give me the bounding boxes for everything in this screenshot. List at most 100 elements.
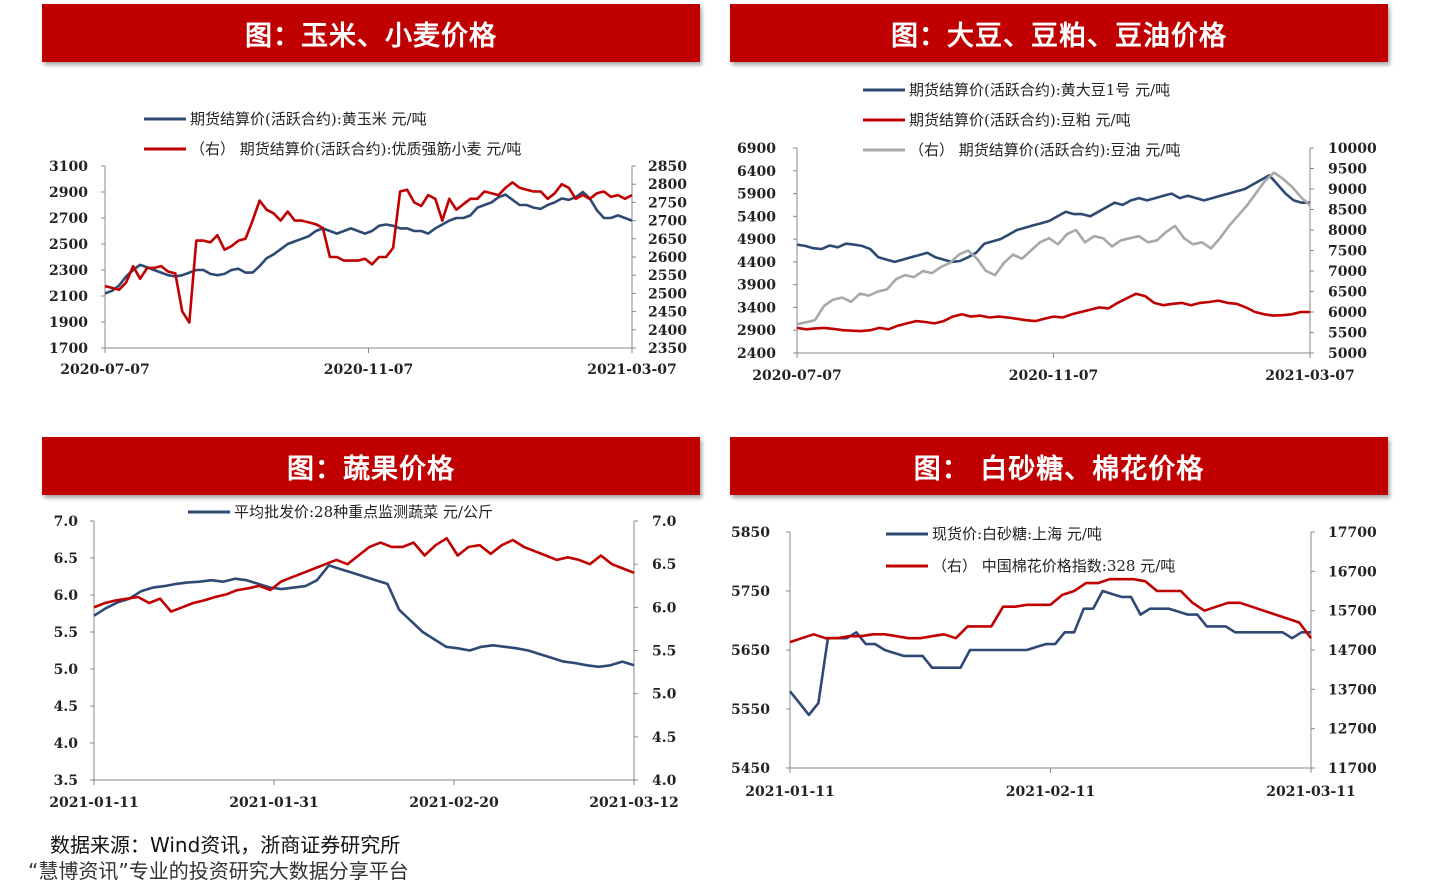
left-tick-label: 5900 bbox=[737, 187, 776, 203]
legend-label-0: 平均批发价:28种重点监测蔬菜 元/公斤 bbox=[234, 503, 493, 521]
legend-label-1: （右） 中国棉花价格指数:328 元/吨 bbox=[932, 557, 1175, 575]
series-line-1 bbox=[796, 292, 1310, 333]
panel-title-vegetables: 图：蔬果价格 bbox=[42, 437, 700, 495]
panel-title-corn-wheat: 图：玉米、小麦价格 bbox=[42, 4, 700, 62]
left-tick-label: 5400 bbox=[737, 209, 776, 225]
right-tick-label: 2850 bbox=[648, 159, 687, 175]
series-line-1 bbox=[93, 536, 635, 613]
right-tick-label: 10000 bbox=[1328, 141, 1377, 157]
right-tick-label: 2400 bbox=[648, 323, 687, 339]
left-tick-label: 5550 bbox=[731, 702, 770, 718]
x-tick-label: 2021-01-31 bbox=[229, 795, 319, 811]
x-tick-label: 2021-03-11 bbox=[1266, 784, 1356, 800]
left-tick-label: 6.0 bbox=[54, 588, 79, 604]
right-tick-label: 8000 bbox=[1328, 223, 1367, 239]
right-tick-label: 8500 bbox=[1328, 203, 1367, 219]
left-tick-label: 2100 bbox=[49, 289, 88, 305]
x-tick-label: 2021-03-07 bbox=[587, 362, 677, 378]
left-tick-label: 6900 bbox=[737, 141, 776, 157]
right-tick-label: 5.5 bbox=[652, 644, 676, 660]
x-tick-label: 2021-02-20 bbox=[409, 795, 499, 811]
x-tick-label: 2020-07-07 bbox=[60, 362, 150, 378]
right-tick-label: 2650 bbox=[648, 232, 687, 248]
right-tick-label: 7.0 bbox=[652, 514, 677, 530]
right-tick-label: 6000 bbox=[1328, 305, 1367, 321]
right-tick-label: 5500 bbox=[1328, 326, 1367, 342]
panel-title-soy: 图：大豆、豆粕、豆油价格 bbox=[730, 4, 1388, 62]
left-tick-label: 4.5 bbox=[54, 699, 78, 715]
right-tick-label: 5.0 bbox=[652, 687, 677, 703]
x-tick-label: 2020-11-07 bbox=[324, 362, 414, 378]
left-tick-label: 3.5 bbox=[54, 773, 78, 789]
x-tick-label: 2020-07-07 bbox=[752, 368, 842, 384]
left-tick-label: 5.5 bbox=[54, 625, 78, 641]
x-tick-label: 2021-03-12 bbox=[589, 795, 679, 811]
x-tick-label: 2021-01-11 bbox=[745, 784, 835, 800]
right-tick-label: 2500 bbox=[648, 286, 687, 302]
right-tick-label: 6500 bbox=[1328, 285, 1367, 301]
left-tick-label: 2900 bbox=[737, 323, 776, 339]
left-tick-label: 3400 bbox=[737, 300, 776, 316]
left-tick-label: 5850 bbox=[731, 525, 770, 541]
left-tick-label: 6.5 bbox=[54, 551, 78, 567]
right-tick-label: 7000 bbox=[1328, 264, 1367, 280]
legend-label-2: （右） 期货结算价(活跃合约):豆油 元/吨 bbox=[909, 141, 1180, 159]
right-tick-label: 13700 bbox=[1328, 682, 1377, 698]
legend-label-1: （右） 期货结算价(活跃合约):优质强筋小麦 元/吨 bbox=[190, 140, 521, 158]
left-tick-label: 6400 bbox=[737, 164, 776, 180]
right-tick-label: 7500 bbox=[1328, 244, 1367, 260]
legend-label-0: 期货结算价(活跃合约):黄玉米 元/吨 bbox=[190, 110, 427, 128]
right-tick-label: 2550 bbox=[648, 268, 687, 284]
right-tick-label: 2350 bbox=[648, 341, 687, 357]
panel-title-sugar-cotton: 图： 白砂糖、棉花价格 bbox=[730, 437, 1388, 495]
left-tick-label: 7.0 bbox=[54, 514, 79, 530]
right-tick-label: 15700 bbox=[1328, 604, 1377, 620]
x-tick-label: 2020-11-07 bbox=[1009, 368, 1099, 384]
right-tick-label: 16700 bbox=[1328, 564, 1377, 580]
legend-label-0: 期货结算价(活跃合约):黄大豆1号 元/吨 bbox=[909, 81, 1170, 99]
left-tick-label: 4400 bbox=[737, 255, 776, 271]
right-tick-label: 4.0 bbox=[652, 773, 677, 789]
series-line-1 bbox=[789, 577, 1313, 644]
right-tick-label: 2600 bbox=[648, 250, 687, 266]
right-tick-label: 6.5 bbox=[652, 557, 676, 573]
right-tick-label: 2800 bbox=[648, 177, 687, 193]
series-line-2 bbox=[796, 171, 1311, 326]
right-tick-label: 6.0 bbox=[652, 600, 677, 616]
left-tick-label: 2500 bbox=[49, 237, 88, 253]
right-tick-label: 17700 bbox=[1328, 525, 1377, 541]
right-tick-label: 2450 bbox=[648, 305, 687, 321]
right-tick-label: 5000 bbox=[1328, 346, 1367, 362]
series-line-0 bbox=[788, 589, 1311, 717]
right-tick-label: 14700 bbox=[1328, 643, 1377, 659]
brand-footer: “慧博资讯”专业的投资研究大数据分享平台 bbox=[28, 859, 409, 883]
right-tick-label: 2700 bbox=[648, 214, 687, 230]
right-tick-label: 9000 bbox=[1328, 182, 1367, 198]
right-tick-label: 4.5 bbox=[652, 730, 676, 746]
left-tick-label: 4900 bbox=[737, 232, 776, 248]
series-line-1 bbox=[104, 181, 633, 324]
left-tick-label: 2300 bbox=[49, 263, 88, 279]
left-tick-label: 2700 bbox=[49, 211, 88, 227]
right-tick-label: 9500 bbox=[1328, 162, 1367, 178]
right-tick-label: 11700 bbox=[1328, 761, 1377, 777]
x-tick-label: 2021-01-11 bbox=[49, 795, 139, 811]
left-tick-label: 2900 bbox=[49, 185, 88, 201]
left-tick-label: 5650 bbox=[731, 643, 770, 659]
series-line-0 bbox=[93, 564, 635, 669]
x-tick-label: 2021-03-07 bbox=[1265, 368, 1355, 384]
left-tick-label: 3100 bbox=[49, 159, 88, 175]
series-line-0 bbox=[796, 174, 1310, 264]
left-tick-label: 1700 bbox=[49, 341, 88, 357]
right-tick-label: 12700 bbox=[1328, 722, 1377, 738]
right-tick-label: 2750 bbox=[648, 195, 687, 211]
legend-label-0: 现货价:白砂糖:上海 元/吨 bbox=[932, 525, 1102, 543]
left-tick-label: 4.0 bbox=[54, 736, 79, 752]
left-tick-label: 1900 bbox=[49, 315, 88, 331]
left-tick-label: 5450 bbox=[731, 761, 770, 777]
left-tick-label: 3900 bbox=[737, 278, 776, 294]
